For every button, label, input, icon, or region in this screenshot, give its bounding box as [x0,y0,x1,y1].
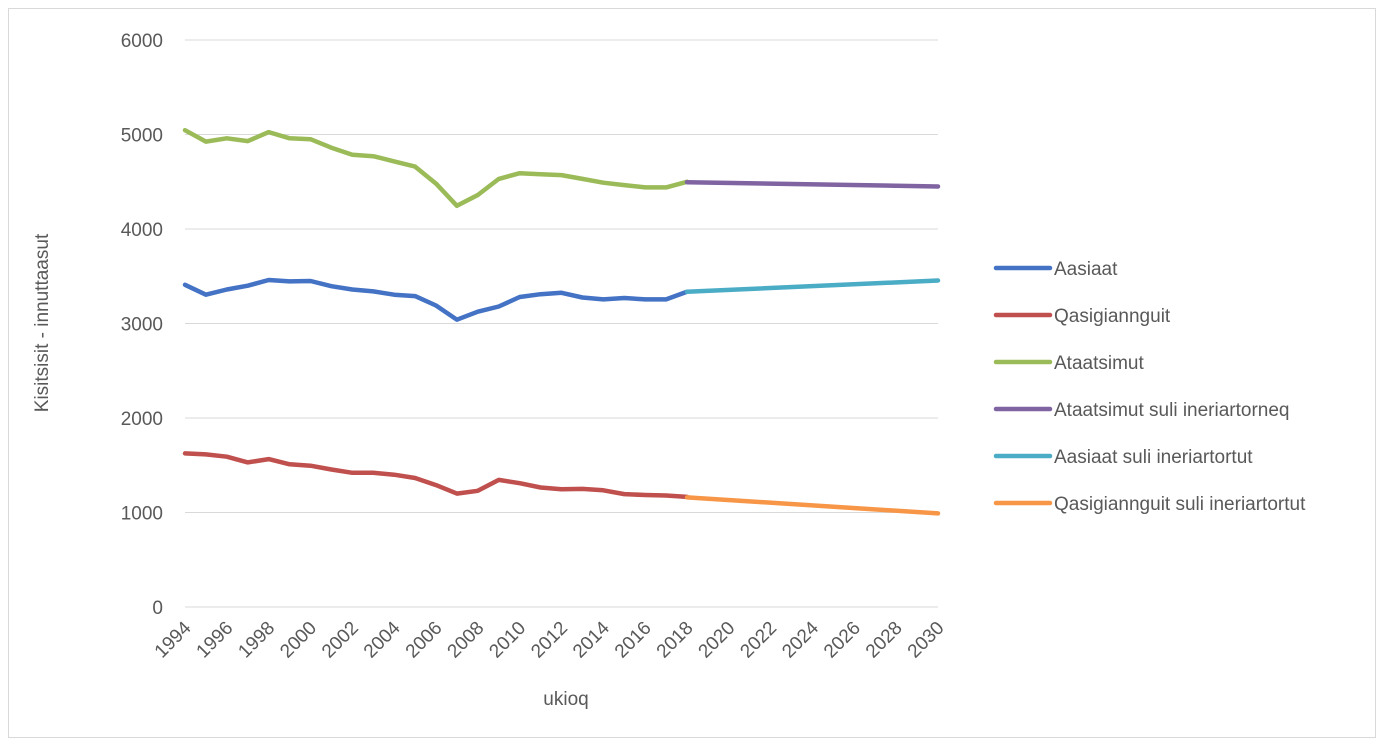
legend: Aasiaat Qasigiannguit Ataatsimut Ataatsimut… [993,259,1306,515]
x-tick-label-2002: 2002 [318,618,363,663]
legend-label-5: Aasiaat suli ineriartortut [1054,447,1253,468]
x-tick-label-2004: 2004 [360,617,405,662]
x-tick-label-2006: 2006 [402,618,447,663]
series-line-3 [182,127,690,209]
y-tick-label-6000: 6000 [121,31,163,52]
x-tick-label-2018: 2018 [653,618,698,663]
series-lines [182,127,941,516]
x-tick-label-2028: 2028 [862,618,907,663]
x-tick-label-2024: 2024 [778,617,823,662]
legend-label-1: Aasiaat [1054,259,1118,280]
y-tick-label-2000: 2000 [121,409,163,430]
y-tick-label-3000: 3000 [121,315,163,336]
series-line-5 [684,278,941,295]
x-tick-label-2010: 2010 [485,618,530,663]
x-tick-label-2000: 2000 [276,618,321,663]
x-tick-label-1996: 1996 [193,618,238,663]
series-line-6 [684,495,941,516]
y-tick-label-5000: 5000 [121,126,163,147]
series-line-4 [684,179,941,189]
x-tick-label-2026: 2026 [820,618,865,663]
chart-frame [8,8,1376,738]
x-axis-title: ukioq [543,689,588,710]
y-axis-title: Kisitsisit - innuttaasut [32,233,53,412]
x-tick-label-1994: 1994 [151,617,196,662]
x-tick-label-2008: 2008 [444,618,489,663]
series-line-2 [182,451,690,500]
x-tick-label-2016: 2016 [611,618,656,663]
y-tick-label-0: 0 [152,598,163,619]
x-axis-tick-labels: 1994199619982000200220042006200820102012… [151,617,949,662]
legend-label-4: Ataatsimut suli ineriartorneq [1054,400,1290,421]
x-tick-label-2014: 2014 [569,617,614,662]
y-tick-label-4000: 4000 [121,220,163,241]
x-tick-label-2012: 2012 [527,618,572,663]
x-tick-label-1998: 1998 [234,618,279,663]
y-tick-label-1000: 1000 [121,504,163,525]
y-axis-tick-labels: 0 1000 2000 3000 4000 5000 6000 [121,31,163,619]
legend-label-2: Qasigiannguit [1054,306,1171,327]
series-line-1 [182,277,690,322]
legend-label-3: Ataatsimut [1054,353,1144,374]
x-tick-label-2030: 2030 [904,618,949,663]
legend-label-6: Qasigiannguit suli ineriartortut [1054,494,1306,515]
x-tick-label-2022: 2022 [736,618,781,663]
x-tick-label-2020: 2020 [695,618,740,663]
gridlines [185,39,938,608]
